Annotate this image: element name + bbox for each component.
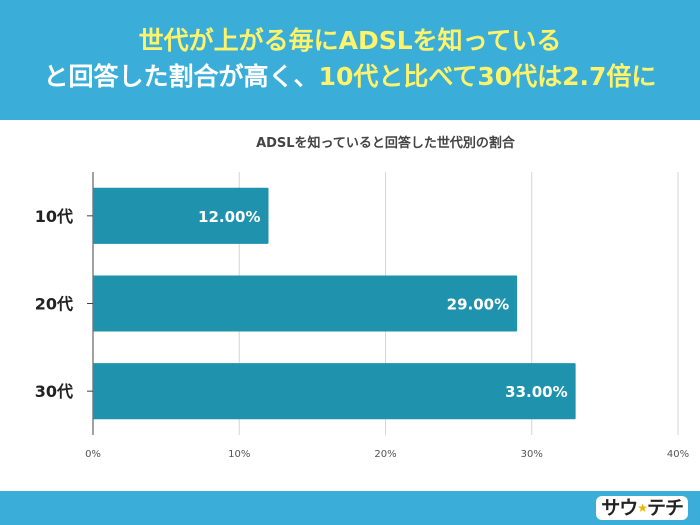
data-label: 12.00% — [198, 208, 260, 226]
bar — [93, 275, 518, 332]
data-label: 33.00% — [505, 383, 567, 401]
logo-text-b: テチ — [646, 497, 684, 519]
footer-band — [0, 491, 700, 525]
x-tick-label: 10% — [228, 449, 250, 460]
logo-star-icon: ★ — [637, 501, 648, 515]
category-label: 30代 — [35, 382, 73, 401]
headline-line-2: と回答した割合が高く、10代と比べて30代は2.7倍に — [0, 59, 700, 95]
bar — [93, 363, 576, 420]
x-tick-label: 30% — [521, 449, 543, 460]
category-label: 10代 — [35, 207, 73, 226]
data-label: 29.00% — [447, 296, 509, 314]
chart-title: ADSLを知っていると回答した世代別の割合 — [256, 135, 516, 151]
headline-line-1: 世代が上がる毎にADSLを知っている — [138, 26, 562, 55]
x-tick-label: 20% — [374, 449, 396, 460]
category-label: 20代 — [35, 295, 73, 314]
headline-line-2a: と回答した割合が高く、 — [43, 62, 319, 91]
x-tick-label: 0% — [85, 449, 101, 460]
headline-line-2b: 10代と比べて30代は2.7倍に — [318, 62, 657, 91]
logo-text-a: サウ — [601, 497, 638, 519]
headline-banner: 世代が上がる毎にADSLを知っている と回答した割合が高く、10代と比べて30代… — [0, 0, 700, 120]
x-tick-label: 40% — [667, 449, 689, 460]
bar-chart: ADSLを知っていると回答した世代別の割合 0% 10% 20% 30% 40% 10代 12… — [35, 135, 689, 460]
brand-logo: サウ★テチ — [596, 496, 688, 520]
bar — [93, 187, 269, 244]
